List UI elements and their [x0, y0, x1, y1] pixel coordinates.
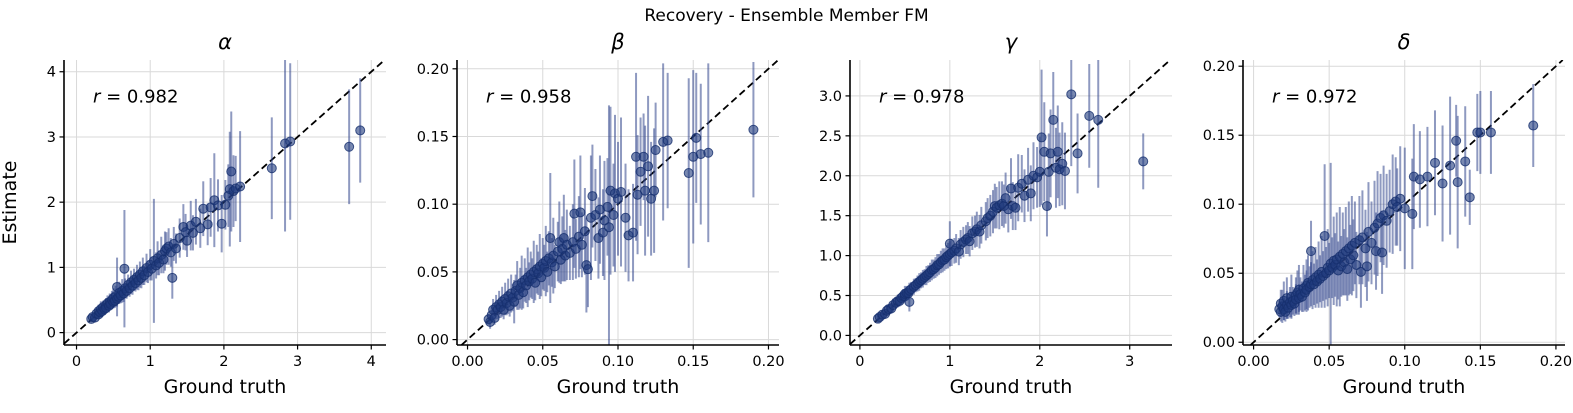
y-tick-label: 2 [47, 195, 56, 211]
y-tick-label: 0.5 [819, 289, 842, 305]
x-axis-label: Ground truth [164, 376, 287, 398]
panel-alpha: 0 1 2 3 4 0 1 2 3 4 α r = 0.982 Ground truth Estimate [0, 28, 393, 413]
error-bars [1278, 84, 1535, 345]
y-tick-label: 4 [47, 65, 56, 81]
x-tick-label: 0.05 [527, 354, 559, 370]
x-tick-label: 2 [219, 354, 228, 370]
y-tick-label: 0.00 [417, 333, 449, 349]
x-axis: 0 1 2 3 [855, 345, 1134, 370]
y-tick-label: 2.0 [819, 169, 842, 185]
y-tick-label: 0.20 [1203, 59, 1235, 75]
panel-title: δ [1398, 30, 1411, 54]
x-tick-label: 0.20 [752, 354, 784, 370]
x-tick-label: 0.15 [677, 354, 709, 370]
x-axis-label: Ground truth [1343, 376, 1466, 398]
x-tick-label: 3 [293, 354, 302, 370]
x-axis-label: Ground truth [950, 376, 1073, 398]
y-tick-label: 3 [47, 130, 56, 146]
panel-title: γ [1005, 30, 1019, 54]
axes-spines [1242, 60, 1565, 346]
x-tick-label: 3 [1125, 354, 1134, 370]
y-tick-label: 0 [47, 326, 56, 342]
panels-row: 0 1 2 3 4 0 1 2 3 4 α r = 0.982 Ground truth Estimate… [0, 28, 1573, 413]
y-tick-label: 0.05 [1203, 266, 1235, 282]
panel-beta: 0.00 0.05 0.10 0.15 0.20 0.00 0.05 0.10 0.15 0.20… [393, 28, 786, 413]
x-axis: 0.00 0.05 0.10 0.15 0.20 [1237, 345, 1572, 370]
r-annotation: r = 0.958 [486, 87, 571, 108]
delta-scatter-plot: 0.00 0.05 0.10 0.15 0.20 0.00 0.05 0.10 0.15 0.20… [1203, 30, 1572, 398]
alpha-scatter-plot: 0 1 2 3 4 0 1 2 3 4 α r = 0.982 Ground truth Estimate [0, 30, 386, 398]
y-axis: 0.0 0.5 1.0 1.5 2.0 2.5 3.0 [819, 89, 850, 344]
y-tick-label: 0.00 [1203, 335, 1235, 351]
y-tick-label: 0.15 [417, 129, 449, 145]
r-annotation: r = 0.978 [879, 87, 964, 108]
x-tick-label: 0.05 [1313, 354, 1345, 370]
x-axis-label: Ground truth [557, 376, 680, 398]
r-annotation: r = 0.982 [93, 87, 178, 108]
x-tick-label: 2 [1035, 354, 1044, 370]
figure-suptitle: Recovery - Ensemble Member FM [644, 6, 929, 26]
y-tick-label: 3.0 [819, 89, 842, 105]
panel-title: α [218, 30, 232, 54]
x-tick-label: 0 [855, 354, 864, 370]
x-tick-label: 4 [367, 354, 376, 370]
y-axis: 0 1 2 3 4 [47, 65, 64, 342]
r-annotation: r = 0.972 [1272, 87, 1357, 108]
y-tick-label: 0.0 [819, 328, 842, 344]
y-tick-label: 1.0 [819, 249, 842, 265]
y-axis: 0.00 0.05 0.10 0.15 0.20 [417, 62, 457, 349]
data-points [483, 124, 759, 327]
y-axis-label: Estimate [0, 161, 21, 245]
y-tick-label: 0.10 [1203, 197, 1235, 213]
y-tick-label: 0.20 [417, 62, 449, 78]
x-tick-label: 0 [72, 354, 81, 370]
panel-title: β [610, 30, 624, 54]
x-axis: 0.00 0.05 0.10 0.15 0.20 [451, 345, 785, 370]
x-tick-label: 0.20 [1540, 354, 1572, 370]
gamma-scatter-plot: 0 1 2 3 0.0 0.5 1.0 1.5 2.0 2.5 3.0 γ r = 0.978 Groun… [819, 30, 1172, 398]
x-tick-label: 1 [945, 354, 954, 370]
x-tick-label: 0.00 [1237, 354, 1269, 370]
x-tick-label: 0.10 [602, 354, 634, 370]
panel-gamma: 0 1 2 3 0.0 0.5 1.0 1.5 2.0 2.5 3.0 γ r = 0.978 Groun… [786, 28, 1179, 413]
x-axis: 0 1 2 3 4 [72, 345, 376, 370]
y-tick-label: 0.10 [417, 197, 449, 213]
grid-lines [850, 60, 1172, 345]
x-tick-label: 0.15 [1464, 354, 1496, 370]
y-tick-label: 1 [47, 260, 56, 276]
data-points [86, 125, 366, 324]
x-tick-label: 0.10 [1389, 354, 1421, 370]
data-points [1274, 120, 1539, 317]
y-tick-label: 2.5 [819, 129, 842, 145]
axes-spines [849, 60, 1172, 346]
y-axis: 0.00 0.05 0.10 0.15 0.20 [1203, 59, 1243, 351]
y-tick-label: 0.05 [417, 265, 449, 281]
x-tick-label: 1 [146, 354, 155, 370]
x-tick-label: 0.00 [451, 354, 483, 370]
beta-scatter-plot: 0.00 0.05 0.10 0.15 0.20 0.00 0.05 0.10 0.15 0.20… [417, 30, 785, 398]
data-points [872, 89, 1149, 324]
y-tick-label: 1.5 [819, 209, 842, 225]
y-tick-label: 0.15 [1203, 128, 1235, 144]
panel-delta: 0.00 0.05 0.10 0.15 0.20 0.00 0.05 0.10 0.15 0.20… [1179, 28, 1572, 413]
